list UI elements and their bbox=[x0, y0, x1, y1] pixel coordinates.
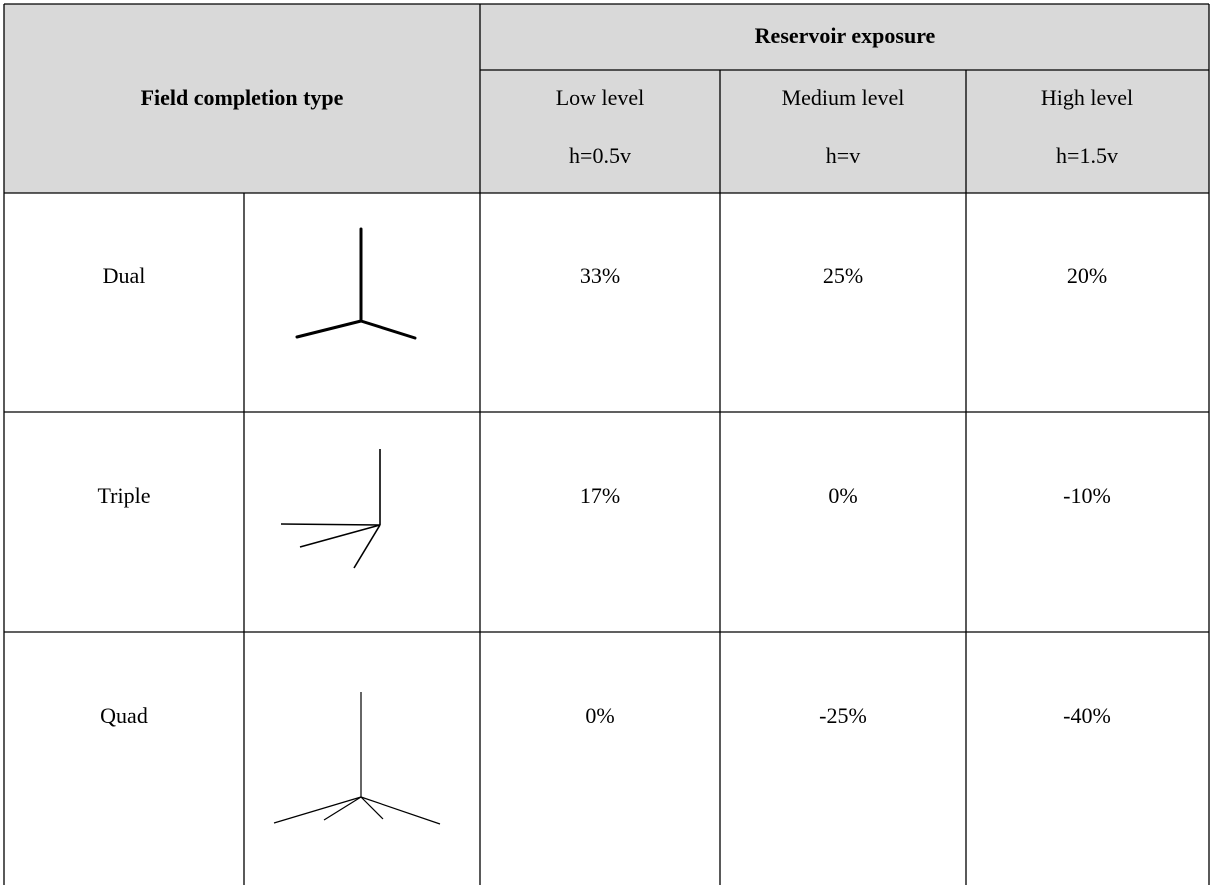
triple-well-icon bbox=[280, 449, 381, 569]
header-background bbox=[4, 4, 1209, 193]
header-cell: h=v bbox=[826, 143, 860, 168]
row-label: Triple bbox=[98, 483, 151, 508]
header-cell: Medium level bbox=[782, 85, 905, 110]
cell: -25% bbox=[819, 703, 867, 728]
cell: 0% bbox=[828, 483, 857, 508]
header-cell: High level bbox=[1041, 85, 1133, 110]
cell: -40% bbox=[1063, 703, 1111, 728]
cell: 17% bbox=[580, 483, 620, 508]
header-cell: Reservoir exposure bbox=[755, 23, 936, 48]
header-cell: h=1.5v bbox=[1056, 143, 1118, 168]
row-label: Quad bbox=[100, 703, 148, 728]
cell: 33% bbox=[580, 263, 620, 288]
header-cell: Low level bbox=[556, 85, 645, 110]
row-label: Dual bbox=[103, 263, 146, 288]
header-cell: Field completion type bbox=[141, 85, 344, 110]
cell: -10% bbox=[1063, 483, 1111, 508]
quad-well-icon bbox=[273, 692, 441, 825]
cell: 0% bbox=[585, 703, 614, 728]
table-grid bbox=[3, 3, 1210, 885]
cell: 20% bbox=[1067, 263, 1107, 288]
header-cell: h=0.5v bbox=[569, 143, 631, 168]
dual-well-icon bbox=[295, 227, 417, 340]
cell: 25% bbox=[823, 263, 863, 288]
